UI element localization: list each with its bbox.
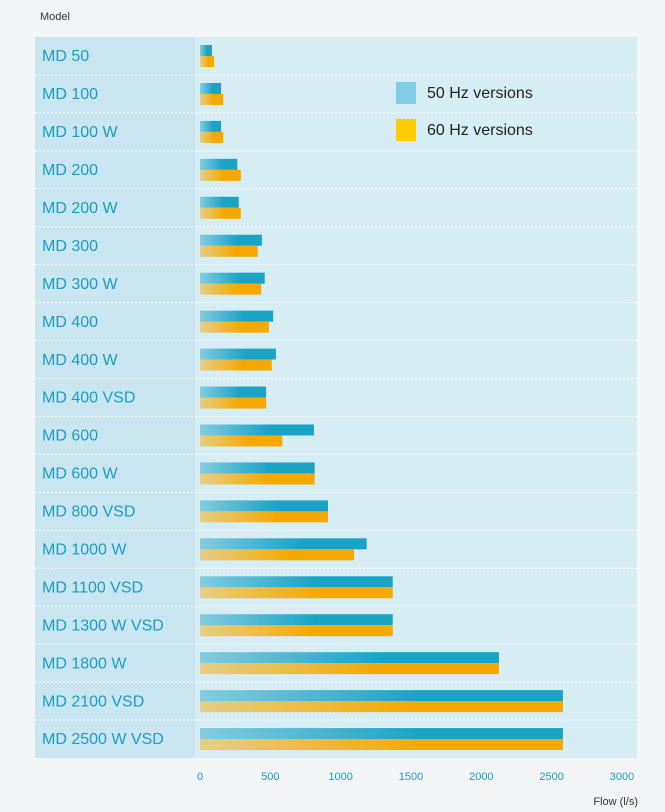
legend-swatch (396, 119, 416, 141)
bar (200, 56, 215, 67)
category-label: MD 1000 W (42, 542, 127, 559)
bar (200, 321, 269, 333)
bar (200, 424, 314, 436)
category-label: MD 2100 VSD (42, 693, 144, 710)
bar (200, 283, 262, 295)
bar (200, 538, 367, 550)
bar (200, 386, 267, 398)
bar (200, 549, 355, 561)
bar (200, 196, 239, 208)
bar (200, 652, 499, 664)
bar (200, 120, 222, 132)
bar (200, 310, 274, 322)
category-label: MD 200 W (42, 200, 118, 217)
category-label: MD 400 W (42, 352, 118, 369)
category-label: MD 300 (42, 238, 98, 255)
category-label: MD 400 VSD (42, 390, 135, 407)
bar (200, 511, 329, 523)
category-label: MD 200 (42, 162, 98, 179)
category-label: MD 600 (42, 428, 98, 445)
bar (200, 158, 238, 170)
bar (200, 500, 329, 512)
category-label: MD 1100 VSD (42, 579, 143, 596)
category-label: MD 1300 W VSD (42, 617, 164, 634)
legend-label: 60 Hz versions (427, 122, 533, 139)
x-tick-label: 0 (197, 771, 203, 783)
x-axis-label: Flow (l/s) (593, 796, 638, 808)
bar (200, 614, 393, 626)
legend-swatch (396, 82, 416, 104)
bar (200, 663, 499, 675)
bar (200, 272, 265, 284)
label-column (35, 37, 195, 758)
bar (200, 462, 315, 474)
category-label: MD 300 W (42, 276, 118, 293)
category-label: MD 400 (42, 314, 98, 331)
y-axis-label: Model (40, 11, 70, 23)
bar (200, 435, 283, 447)
bar (200, 45, 212, 56)
bar (200, 82, 222, 94)
bar (200, 131, 224, 143)
category-label: MD 50 (42, 48, 89, 65)
bar (200, 473, 315, 485)
bar (200, 625, 393, 637)
bar (200, 397, 267, 409)
category-label: MD 100 W (42, 124, 118, 141)
x-tick-label: 1500 (399, 771, 423, 783)
x-tick-label: 2500 (539, 771, 563, 783)
legend-label: 50 Hz versions (427, 85, 533, 102)
bar (200, 587, 393, 599)
category-label: MD 2500 W VSD (42, 731, 164, 748)
x-tick-label: 500 (261, 771, 279, 783)
category-label: MD 600 W (42, 466, 118, 483)
category-label: MD 100 (42, 86, 98, 103)
bar (200, 207, 241, 219)
bar (200, 701, 563, 713)
x-tick-label: 2000 (469, 771, 493, 783)
bar (200, 245, 258, 257)
bar (200, 348, 276, 360)
category-label: MD 1800 W (42, 655, 127, 672)
bar (200, 739, 563, 751)
x-tick-label: 1000 (328, 771, 352, 783)
bar (200, 234, 262, 246)
bar (200, 728, 563, 740)
bar (200, 690, 563, 702)
bar (200, 576, 393, 588)
bar (200, 359, 272, 371)
x-tick-label: 3000 (610, 771, 634, 783)
bar (200, 93, 224, 105)
bar (200, 169, 241, 181)
category-label: MD 800 VSD (42, 504, 135, 521)
